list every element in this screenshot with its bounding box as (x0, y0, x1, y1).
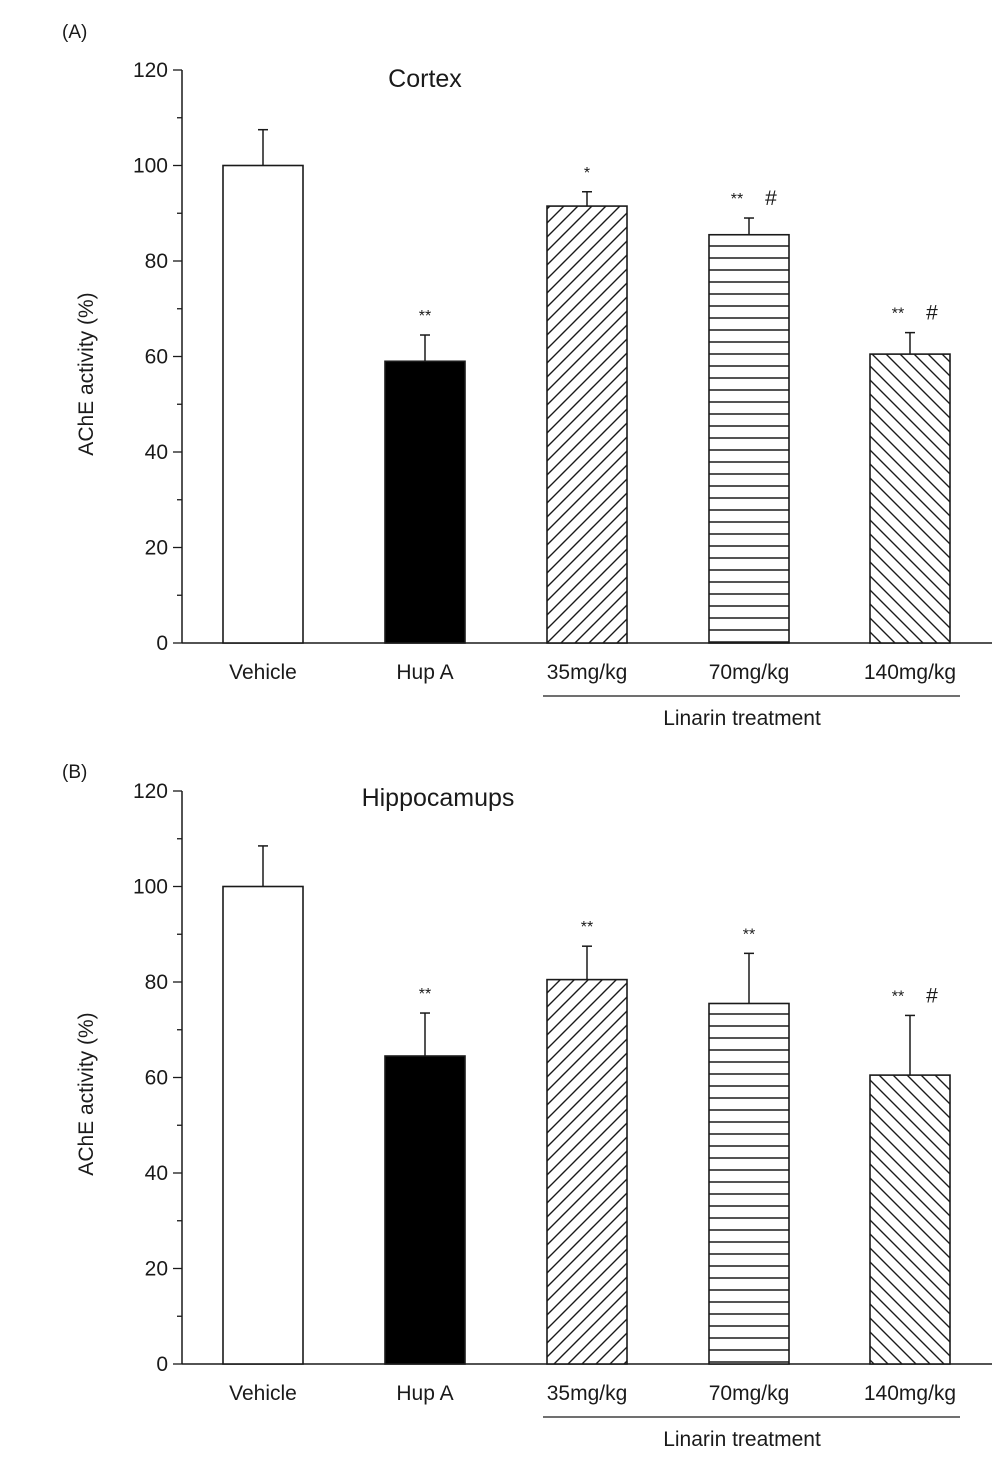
y-tick-label: 100 (133, 876, 168, 899)
y-tick-label: 40 (145, 441, 168, 464)
significance-stars: ** (419, 986, 431, 1003)
y-tick-label: 20 (145, 537, 168, 560)
significance-stars: ** (419, 308, 431, 325)
significance-stars: ** (731, 191, 743, 208)
y-tick-label: 20 (145, 1258, 168, 1281)
y-tick-label: 0 (156, 632, 168, 655)
x-tick-labels: Vehicle Hup A 35mg/kg 70mg/kg 140mg/kg (229, 1382, 956, 1405)
bar-70mg-kg (708, 1002, 790, 1365)
significance-stars: ** (581, 919, 593, 936)
significance-hash: # (926, 302, 938, 325)
bar-35mg-kg (546, 978, 628, 1365)
y-ticks: 0 20 40 60 80 100 120 (133, 59, 182, 655)
bar-35mg-kg (546, 205, 628, 644)
bar-140mg-kg (869, 353, 951, 644)
y-tick-label: 120 (133, 780, 168, 803)
chart-panel-b: (B) Hippocamups AChE activity (%) 0 20 40 6… (62, 762, 992, 1451)
significance-stars: ** (743, 926, 755, 943)
y-tick-label: 120 (133, 59, 168, 82)
bar-hup-a (384, 1055, 466, 1365)
y-tick-label: 0 (156, 1353, 168, 1376)
y-tick-label: 80 (145, 971, 168, 994)
significance-stars: ** (892, 306, 904, 323)
chart-title: Cortex (388, 65, 462, 93)
x-tick-labels: Vehicle Hup A 35mg/kg 70mg/kg 140mg/kg (229, 661, 956, 684)
y-axis-label: AChE activity (%) (75, 292, 98, 455)
x-tick-label: 35mg/kg (547, 1382, 628, 1405)
chart-panel-a: (A) Cortex AChE activity (%) 0 20 40 60 80 10… (62, 22, 992, 730)
panel-label: (B) (62, 762, 87, 783)
x-tick-label: 140mg/kg (864, 661, 956, 684)
bar-hup-a (384, 360, 466, 644)
x-tick-label: 35mg/kg (547, 661, 628, 684)
x-tick-label: Vehicle (229, 1382, 297, 1405)
group-label: Linarin treatment (663, 1428, 821, 1451)
bar-140mg-kg (869, 1074, 951, 1365)
x-tick-label: 70mg/kg (709, 661, 790, 684)
x-tick-label: Hup A (396, 1382, 453, 1405)
significance-stars: ** (892, 988, 904, 1005)
significance-hash: # (926, 984, 938, 1007)
y-tick-label: 100 (133, 155, 168, 178)
x-tick-label: 70mg/kg (709, 1382, 790, 1405)
bars: ***** #** # (222, 128, 951, 644)
significance-hash: # (765, 187, 777, 210)
bar-vehicle (222, 885, 304, 1365)
bar-vehicle (222, 164, 304, 644)
x-tick-label: Vehicle (229, 661, 297, 684)
y-tick-label: 60 (145, 1067, 168, 1090)
y-tick-label: 80 (145, 250, 168, 273)
y-ticks: 0 20 40 60 80 100 120 (133, 780, 182, 1376)
x-tick-label: Hup A (396, 661, 453, 684)
y-axis-label: AChE activity (%) (75, 1012, 98, 1175)
significance-stars: * (584, 165, 590, 182)
chart-title: Hippocamups (362, 784, 515, 812)
group-label: Linarin treatment (663, 707, 821, 730)
x-tick-label: 140mg/kg (864, 1382, 956, 1405)
bars: ** ** ** ** # (222, 845, 951, 1365)
y-tick-label: 60 (145, 346, 168, 369)
bar-70mg-kg (708, 233, 790, 644)
y-tick-label: 40 (145, 1162, 168, 1185)
panel-label: (A) (62, 22, 87, 43)
